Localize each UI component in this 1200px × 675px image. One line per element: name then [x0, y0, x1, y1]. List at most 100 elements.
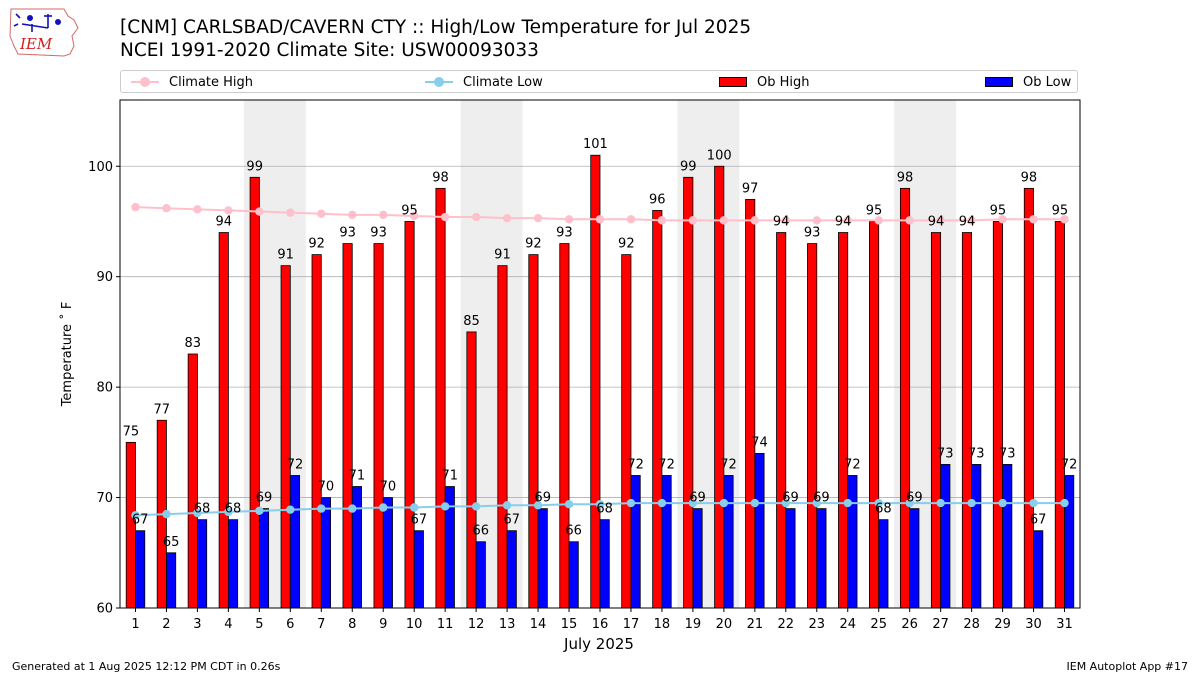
ob-high-bar — [373, 243, 384, 609]
ob-high-bar — [869, 221, 880, 609]
climate-high-point — [936, 216, 945, 225]
ob-low-label: 73 — [999, 446, 1016, 461]
x-tick-label: 30 — [1025, 617, 1042, 632]
climate-low-point — [533, 501, 543, 510]
climate-low-swatch — [425, 73, 453, 91]
ob-high-bar — [528, 254, 539, 609]
ob-high-label: 94 — [215, 215, 232, 230]
climate-low-point — [1060, 498, 1069, 508]
ob-high-bar — [187, 353, 198, 609]
ob-low-bar — [971, 464, 982, 609]
x-tick-label: 13 — [499, 617, 516, 632]
ob-high-label: 94 — [773, 215, 790, 230]
x-tick-label: 12 — [468, 617, 485, 632]
ob-high-label: 100 — [707, 148, 732, 163]
ob-low-bar — [692, 508, 703, 609]
ob-high-bar — [930, 232, 942, 609]
ob-high-label: 93 — [556, 226, 573, 241]
legend-item-climate-low: Climate Low — [425, 73, 543, 91]
x-tick-label: 19 — [685, 617, 702, 632]
climate-high-point — [1060, 215, 1069, 224]
ob-low-bar — [661, 475, 672, 609]
ob-low-label: 74 — [751, 435, 768, 450]
x-tick-label: 26 — [901, 617, 918, 632]
ob-high-label: 94 — [959, 215, 976, 230]
ob-low-label: 69 — [906, 491, 923, 506]
x-tick-label: 22 — [778, 617, 795, 632]
climate-low-point — [193, 508, 202, 518]
x-tick-label: 17 — [623, 617, 640, 632]
ob-low-bar — [166, 552, 177, 609]
x-tick-label: 27 — [932, 617, 949, 632]
ob-high-label: 75 — [123, 424, 140, 439]
climate-low-point — [502, 501, 512, 510]
ob-low-label: 70 — [380, 480, 397, 495]
x-tick-label: 15 — [561, 617, 578, 632]
ob-low-label: 72 — [1061, 457, 1078, 472]
ob-high-label: 77 — [154, 402, 171, 417]
climate-high-point — [843, 216, 852, 225]
x-tick-label: 8 — [348, 617, 356, 632]
ob-high-bar — [497, 265, 508, 609]
x-tick-label: 20 — [716, 617, 733, 632]
ob-low-label: 67 — [1030, 513, 1047, 528]
ob-low-bar — [135, 530, 146, 609]
chart-subtitle: NCEI 1991-2020 Climate Site: USW00093033 — [120, 40, 539, 61]
ob-high-label: 94 — [928, 215, 945, 230]
iowa-outline-icon — [9, 8, 79, 57]
x-tick-label: 23 — [809, 617, 826, 632]
ob-low-label: 68 — [875, 502, 892, 517]
ob-low-bar — [816, 508, 827, 609]
climate-low-point — [1029, 498, 1038, 508]
ob-high-label: 94 — [835, 215, 852, 230]
climate-high-point — [812, 216, 821, 225]
ob-high-bar — [899, 187, 911, 609]
ob-low-label: 72 — [658, 457, 675, 472]
ob-low-label: 68 — [194, 502, 211, 517]
ob-high-label: 93 — [804, 226, 821, 241]
legend-label-ob-low: Ob Low — [1023, 74, 1072, 90]
y-tick-label: 60 — [96, 602, 113, 617]
ob-high-bar — [745, 198, 756, 609]
ob-high-label: 92 — [525, 237, 542, 252]
ob-high-bar — [342, 243, 353, 609]
x-tick-label: 6 — [286, 617, 294, 632]
ob-high-label: 98 — [432, 170, 449, 185]
climate-high-point — [595, 215, 605, 224]
climate-high-point — [657, 216, 667, 225]
ob-low-label: 72 — [627, 457, 644, 472]
ob-high-bar — [683, 176, 694, 609]
climate-low-point — [936, 498, 945, 508]
ob-low-bar — [506, 530, 517, 609]
x-tick-label: 14 — [530, 617, 547, 632]
ob-low-label: 67 — [503, 513, 520, 528]
ob-low-label: 72 — [287, 457, 304, 472]
x-tick-label: 2 — [162, 617, 170, 632]
ob-low-label: 67 — [132, 513, 149, 528]
climate-low-point — [348, 504, 357, 513]
climate-low-point — [719, 498, 729, 508]
y-tick-label: 80 — [96, 381, 113, 396]
climate-high-point — [905, 216, 914, 225]
ob-low-label: 69 — [256, 491, 273, 506]
climate-low-point — [564, 499, 574, 509]
ob-high-label: 96 — [649, 192, 666, 207]
ob-low-label: 66 — [473, 524, 490, 539]
climate-low-point — [688, 498, 698, 508]
x-axis-label: July 2025 — [563, 635, 634, 653]
ob-low-label: 70 — [318, 480, 335, 495]
ob-high-label: 92 — [618, 237, 635, 252]
climate-high-point — [719, 216, 729, 225]
ob-high-label: 95 — [401, 203, 418, 218]
climate-high-point — [379, 210, 388, 220]
climate-high-point — [967, 216, 976, 225]
ob-high-bar — [621, 254, 632, 609]
x-tick-label: 29 — [994, 617, 1011, 632]
climate-high-point — [193, 205, 202, 214]
ob-low-bar — [1064, 475, 1075, 609]
climate-high-point — [626, 215, 636, 224]
y-tick-label: 90 — [96, 270, 113, 285]
ob-high-label: 99 — [680, 159, 697, 174]
legend-label-climate-low: Climate Low — [463, 74, 543, 90]
